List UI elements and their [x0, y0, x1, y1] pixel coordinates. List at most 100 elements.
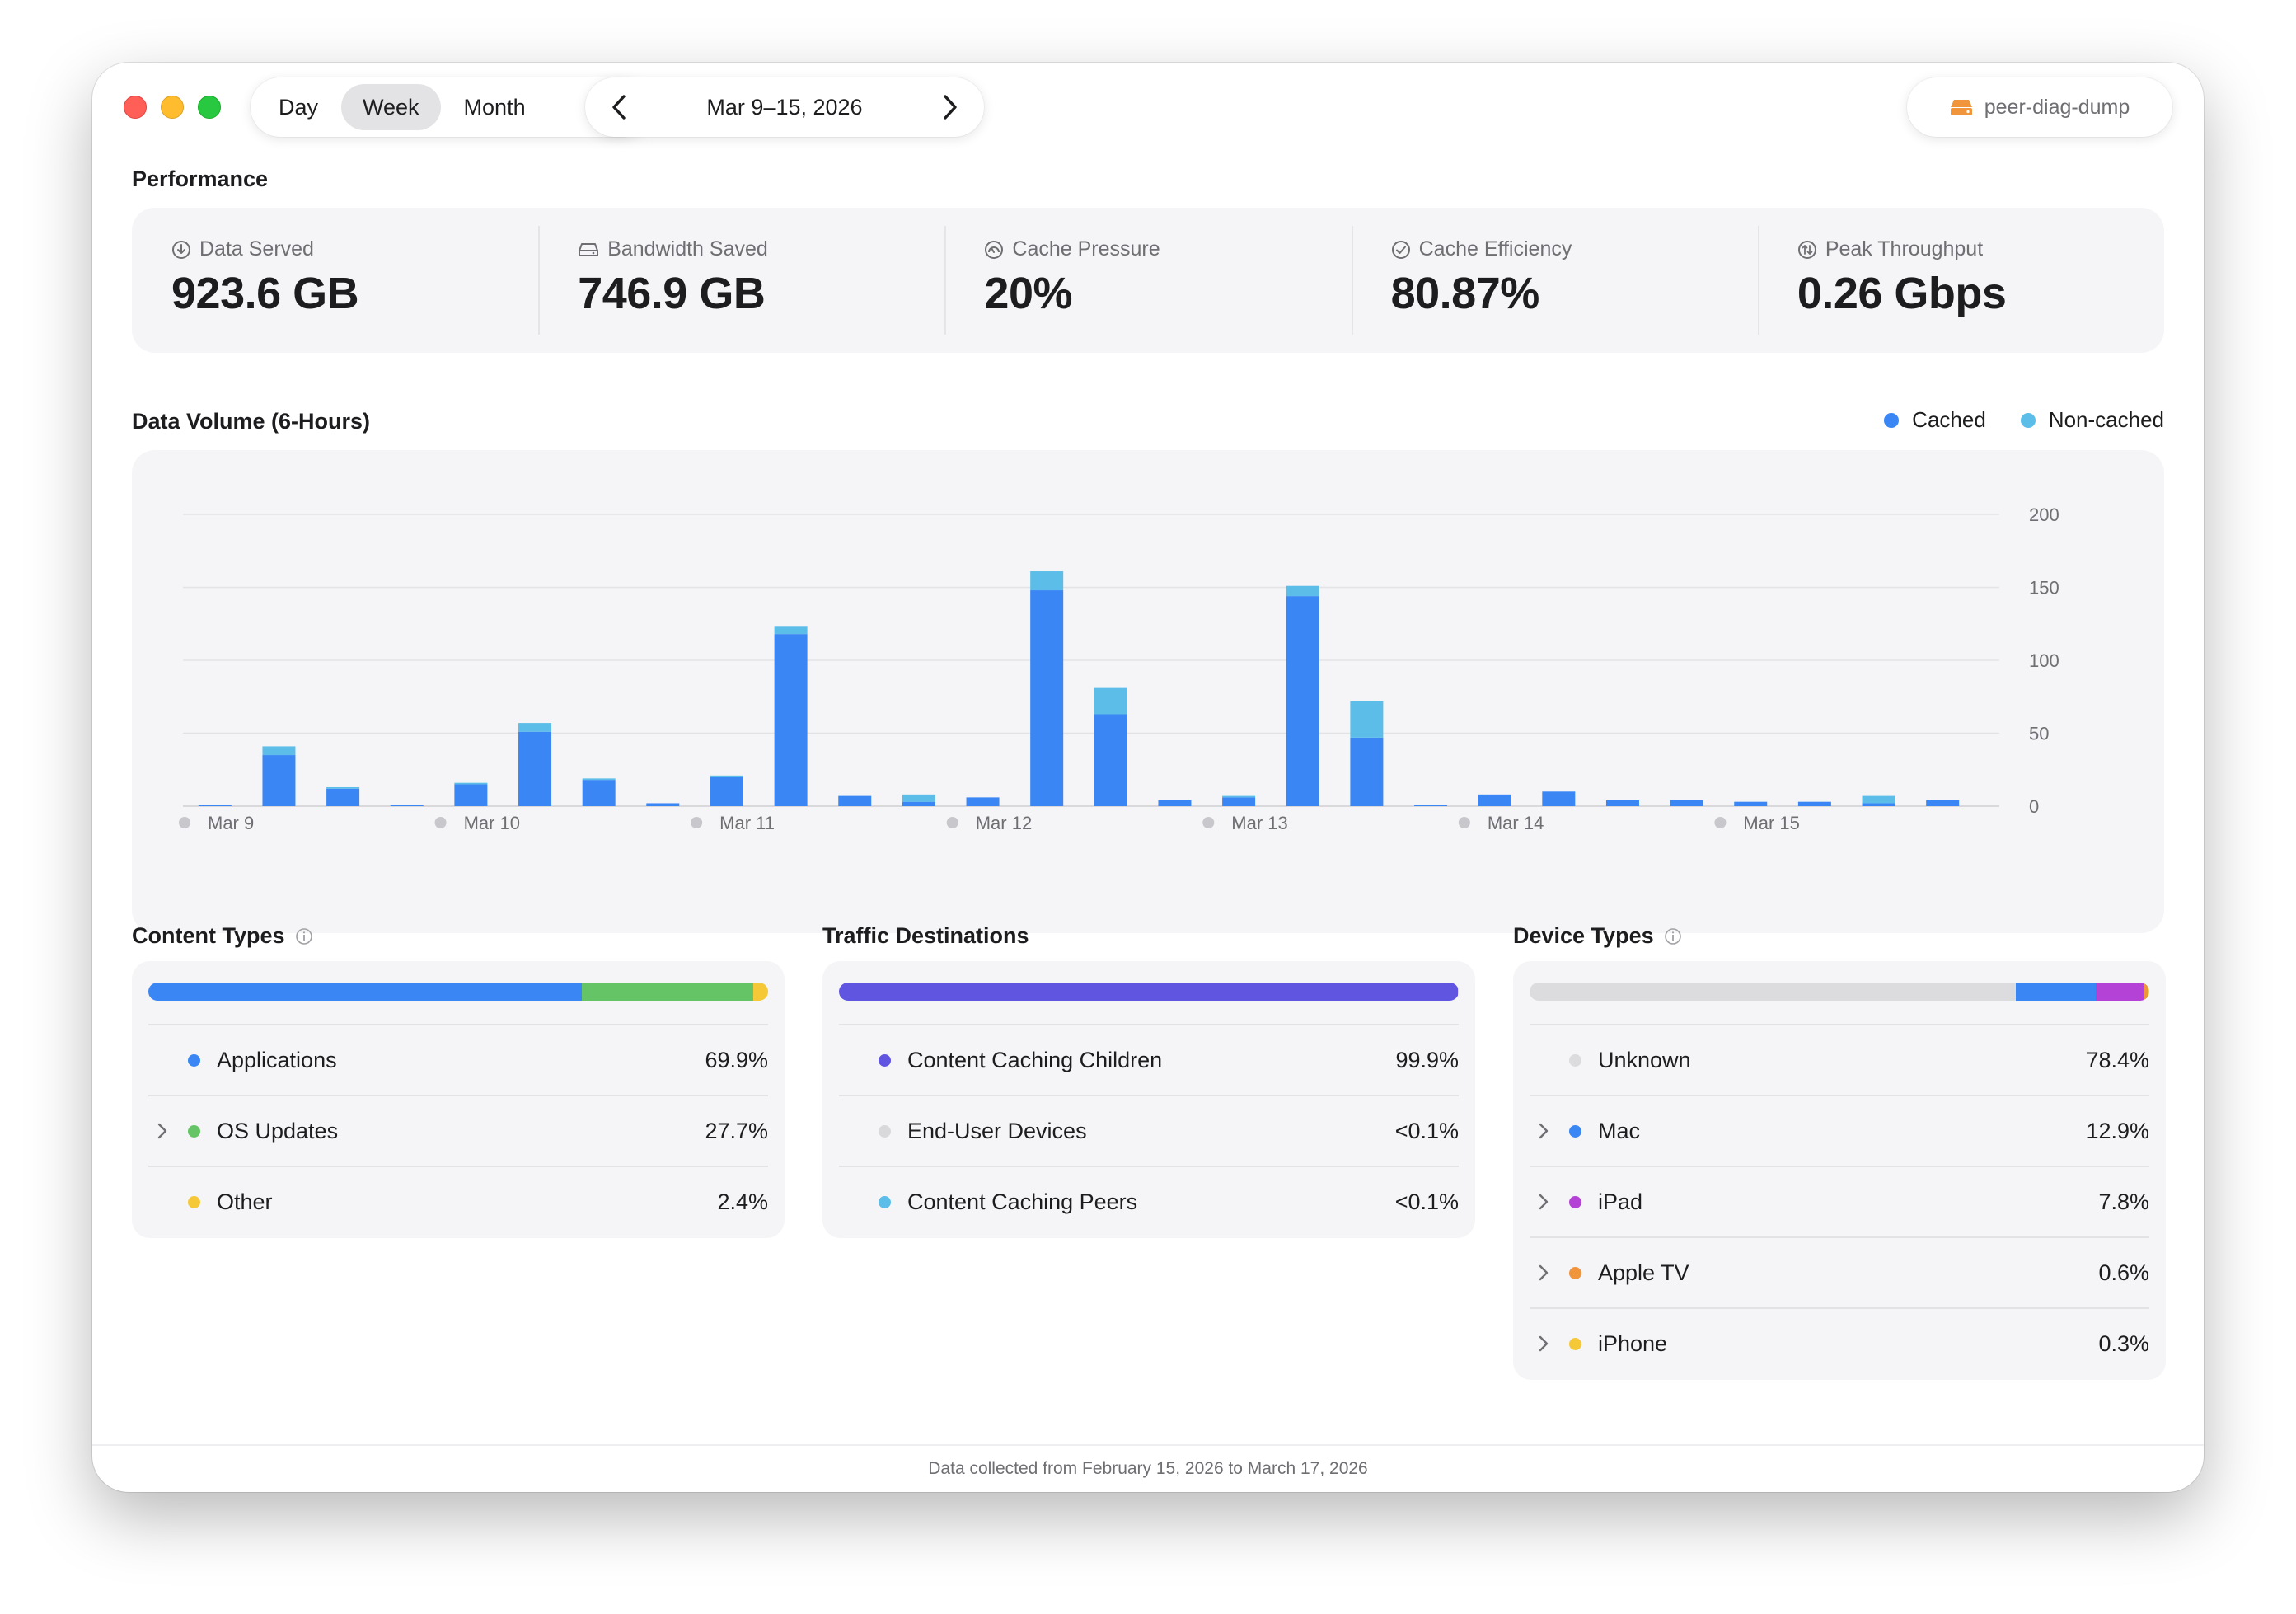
metric-value: 20%	[984, 269, 1072, 318]
data-collection-footer: Data collected from February 15, 2026 to…	[92, 1444, 2204, 1492]
color-dot	[1569, 1124, 1581, 1138]
bar-segment	[2144, 983, 2148, 1001]
traffic-destinations-card: Content Caching Children 99.9% End-User De…	[822, 961, 1475, 1238]
metric-label: Peak Throughput	[1825, 237, 1984, 260]
bar-noncached	[1094, 687, 1127, 715]
bar-cached	[1605, 800, 1639, 806]
list-item: Content Caching Children 99.9%	[839, 1024, 1459, 1095]
chevron-left-icon	[612, 95, 626, 120]
period-week-button[interactable]: Week	[341, 84, 441, 130]
bar-cached	[262, 755, 296, 806]
device-types-list: Unknown 78.4% Mac 12.9% iPad 7.8% Apple TV 0.6%…	[1530, 1024, 2149, 1378]
bar-noncached	[1222, 795, 1256, 798]
bar-cached	[1286, 596, 1319, 806]
bar-cached	[1542, 791, 1576, 806]
metric-data-served: Data Served 923.6 GB	[132, 208, 538, 353]
chevron-right-icon	[944, 95, 957, 120]
bar-cached	[326, 788, 360, 806]
metric-value: 746.9 GB	[578, 269, 766, 318]
minimize-window-button[interactable]	[161, 96, 184, 119]
bar-cached	[1350, 737, 1384, 806]
disclosure-chevron-icon[interactable]	[1538, 1193, 1554, 1211]
device-selector-button[interactable]: peer-diag-dump	[1907, 77, 2172, 137]
period-month-button[interactable]: Month	[463, 94, 526, 120]
item-name: Apple TV	[1598, 1260, 1689, 1285]
legend-swatch-cached	[1884, 412, 1900, 428]
legend-item-noncached: Non-cached	[2020, 407, 2164, 433]
metric-label: Data Served	[199, 237, 314, 260]
bar-segment	[839, 983, 1459, 1001]
list-item[interactable]: iPhone 0.3%	[1530, 1307, 2149, 1378]
next-period-button[interactable]	[938, 95, 963, 120]
zoom-window-button[interactable]	[198, 96, 221, 119]
close-window-button[interactable]	[124, 96, 147, 119]
x-tick-dot	[946, 817, 958, 828]
bar-noncached	[518, 723, 552, 732]
info-circle-icon[interactable]	[295, 927, 313, 945]
bar-cached	[774, 634, 808, 806]
x-tick-dot	[691, 817, 703, 828]
arrows-updown-circle-icon	[1797, 240, 1816, 259]
x-tick-label: Mar 13	[1231, 813, 1287, 833]
color-dot	[1569, 1337, 1581, 1350]
previous-period-button[interactable]	[607, 95, 631, 120]
bar-cached	[1797, 801, 1831, 806]
color-dot	[188, 1124, 200, 1138]
bar-cached	[198, 805, 232, 806]
disclosure-chevron-icon[interactable]	[1538, 1122, 1554, 1140]
bar-noncached	[902, 794, 935, 802]
metric-value: 0.26 Gbps	[1797, 269, 2007, 318]
disclosure-chevron-icon[interactable]	[1538, 1335, 1554, 1353]
item-percentage: 7.8%	[2098, 1189, 2149, 1214]
color-dot	[188, 1053, 200, 1067]
traffic-destinations-bar	[839, 983, 1459, 1001]
bar-cached	[518, 731, 552, 806]
bar-segment	[752, 983, 768, 1001]
item-name: Content Caching Peers	[907, 1189, 1138, 1214]
bar-cached	[1862, 803, 1895, 806]
item-percentage: 0.6%	[2098, 1260, 2149, 1285]
content-types-bar	[148, 983, 768, 1001]
list-item[interactable]: Apple TV 0.6%	[1530, 1236, 2149, 1307]
bar-cached	[1670, 800, 1703, 806]
item-name: iPad	[1598, 1189, 1643, 1214]
info-circle-icon[interactable]	[1664, 927, 1682, 945]
color-dot	[1569, 1053, 1581, 1067]
disclosure-chevron-icon[interactable]	[157, 1122, 173, 1140]
bar-segment	[581, 983, 753, 1001]
x-tick-label: Mar 10	[464, 813, 520, 833]
item-percentage: 27.7%	[705, 1118, 768, 1143]
x-tick-label: Mar 14	[1488, 813, 1544, 833]
list-item: Unknown 78.4%	[1530, 1024, 2149, 1095]
bar-noncached	[454, 782, 488, 785]
color-dot	[879, 1195, 891, 1208]
bar-noncached	[1350, 701, 1384, 738]
content-types-heading: Content Types	[132, 923, 313, 949]
metric-cache-efficiency: Cache Efficiency 80.87%	[1351, 208, 1758, 353]
data-volume-title: Data Volume (6-Hours)	[132, 409, 371, 434]
y-tick-label: 50	[2029, 724, 2049, 744]
device-types-heading: Device Types	[1513, 923, 1682, 949]
chart-legend: Cached Non-cached	[1884, 407, 2164, 433]
item-percentage: 0.3%	[2098, 1330, 2149, 1356]
bar-cached	[582, 780, 616, 806]
bar-noncached	[710, 775, 743, 777]
app-window: Day Week Month Mar 9–15, 2026 peer-diag-…	[92, 63, 2204, 1492]
bar-cached	[1926, 800, 1960, 806]
device-types-card: Unknown 78.4% Mac 12.9% iPad 7.8% Apple TV 0.6%…	[1513, 961, 2166, 1380]
item-percentage: 2.4%	[717, 1189, 768, 1214]
bar-cached	[1094, 714, 1127, 806]
list-item[interactable]: Mac 12.9%	[1530, 1095, 2149, 1166]
disclosure-chevron-icon[interactable]	[1538, 1264, 1554, 1282]
item-name: Applications	[217, 1047, 337, 1072]
list-item: Other 2.4%	[148, 1166, 768, 1236]
bar-cached	[966, 797, 1000, 806]
x-tick-label: Mar 15	[1743, 813, 1799, 833]
item-percentage: 78.4%	[2086, 1047, 2149, 1072]
metric-cache-pressure: Cache Pressure 20%	[944, 208, 1351, 353]
period-day-button[interactable]: Day	[279, 94, 319, 120]
bar-segment	[2095, 983, 2144, 1001]
list-item[interactable]: OS Updates 27.7%	[148, 1095, 768, 1166]
list-item[interactable]: iPad 7.8%	[1530, 1166, 2149, 1236]
x-tick-dot	[1714, 817, 1727, 828]
